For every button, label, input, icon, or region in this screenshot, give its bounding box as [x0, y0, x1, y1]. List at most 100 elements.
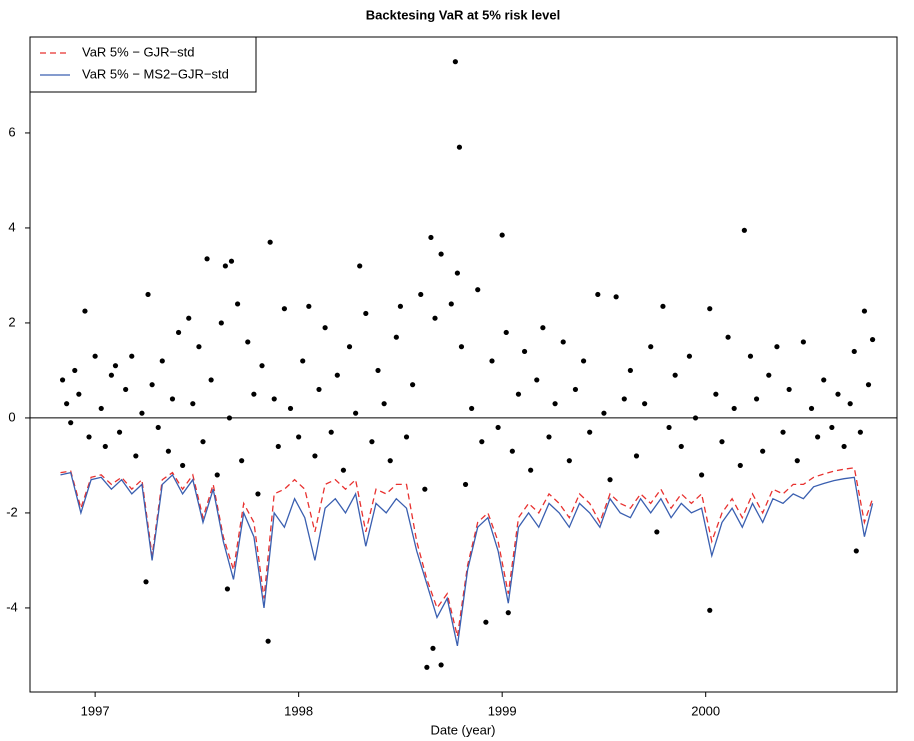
- scatter-point: [686, 353, 693, 359]
- scatter-point: [208, 377, 214, 383]
- scatter-point: [713, 391, 719, 397]
- scatter-point: [180, 462, 186, 469]
- x-axis-label: Date (year): [430, 722, 495, 737]
- scatter-point: [534, 377, 540, 383]
- scatter-point: [495, 424, 501, 431]
- scatter-point: [829, 424, 835, 431]
- scatter-point: [521, 348, 528, 355]
- scatter-point: [300, 358, 306, 364]
- scatter-point: [621, 396, 627, 402]
- scatter-point: [251, 391, 257, 397]
- scatter-point: [430, 645, 436, 651]
- scatter-point: [678, 443, 684, 450]
- scatter-point: [281, 306, 288, 312]
- scatter-point: [334, 372, 340, 378]
- y-tick-label: -4: [6, 599, 18, 614]
- scatter-point: [116, 429, 123, 435]
- scatter-point: [835, 391, 841, 397]
- scatter-point: [587, 429, 593, 435]
- scatter-point: [552, 401, 558, 407]
- scatter-point: [737, 462, 743, 469]
- scatter-point: [259, 363, 265, 369]
- x-tick-label: 2000: [691, 703, 720, 718]
- scatter-point: [815, 434, 821, 440]
- scatter-point: [214, 472, 220, 478]
- scatter-point: [456, 144, 463, 150]
- y-tick-label: 4: [8, 219, 15, 234]
- scatter-point: [86, 434, 92, 440]
- scatter-point: [296, 434, 302, 440]
- scatter-point: [255, 491, 261, 497]
- scatter-point: [159, 358, 165, 364]
- scatter-point: [322, 325, 328, 331]
- scatter-point: [357, 263, 363, 269]
- x-tick-label: 1998: [284, 703, 313, 718]
- scatter-point: [265, 638, 271, 644]
- y-tick-label: 2: [8, 314, 15, 329]
- scatter-point: [98, 405, 104, 412]
- scatter-point: [509, 448, 515, 454]
- scatter-point: [108, 372, 115, 378]
- scatter-point: [271, 396, 277, 402]
- scatter-point: [861, 308, 868, 314]
- scatter-point: [393, 334, 399, 340]
- scatter-point: [387, 458, 393, 464]
- series-line: [60, 471, 874, 647]
- scatter-point: [692, 415, 699, 421]
- scatter-point: [149, 382, 155, 388]
- scatter-point: [112, 363, 119, 369]
- scatter-point: [448, 301, 454, 307]
- scatter-point: [580, 358, 587, 364]
- scatter-point: [654, 529, 660, 535]
- scatter-point: [397, 303, 404, 309]
- scatter-point: [287, 405, 294, 412]
- scatter-point: [546, 434, 552, 440]
- scatter-point: [139, 410, 145, 416]
- scatter-point: [800, 339, 806, 345]
- scatter-point: [672, 372, 678, 378]
- scatter-point: [483, 619, 489, 625]
- scatter-point: [234, 301, 241, 307]
- scatter-point: [72, 367, 78, 374]
- series-line: [60, 467, 874, 637]
- scatter-point: [381, 401, 387, 407]
- scatter-point: [228, 258, 235, 264]
- scatter-point: [731, 405, 737, 412]
- scatter-point: [438, 251, 444, 257]
- scatter-point: [505, 610, 511, 616]
- scatter-point: [707, 607, 713, 613]
- scatter-point: [808, 405, 815, 412]
- scatter-point: [403, 434, 410, 440]
- scatter-point: [540, 325, 546, 331]
- scatter-point: [375, 367, 381, 374]
- scatter-point: [68, 420, 74, 426]
- scatter-point: [316, 386, 322, 393]
- scatter-point: [353, 410, 359, 416]
- scatter-point: [155, 424, 161, 431]
- scatter-point: [165, 448, 171, 454]
- scatter-point: [410, 382, 416, 388]
- scatter-point: [499, 232, 505, 238]
- scatter-point: [857, 429, 863, 435]
- scatter-point: [741, 227, 747, 233]
- scatter-point: [865, 382, 872, 388]
- scatter-point: [607, 477, 613, 483]
- scatter-point: [76, 391, 82, 397]
- scatter-point: [462, 481, 469, 488]
- scatter-point: [633, 453, 640, 459]
- scatter-point: [489, 358, 495, 364]
- scatter-point: [428, 234, 434, 241]
- scatter-point: [275, 443, 281, 450]
- scatter-point: [123, 386, 129, 393]
- scatter-point: [424, 664, 430, 670]
- scatter-point: [479, 439, 485, 445]
- scatter-point: [595, 291, 601, 298]
- scatter-point: [566, 458, 572, 464]
- scatter-point: [418, 291, 424, 298]
- scatter-point: [239, 458, 245, 464]
- scatter-point: [328, 429, 334, 435]
- scatter-point: [432, 315, 438, 321]
- scatter-point: [92, 353, 98, 359]
- y-tick-label: 6: [8, 124, 15, 139]
